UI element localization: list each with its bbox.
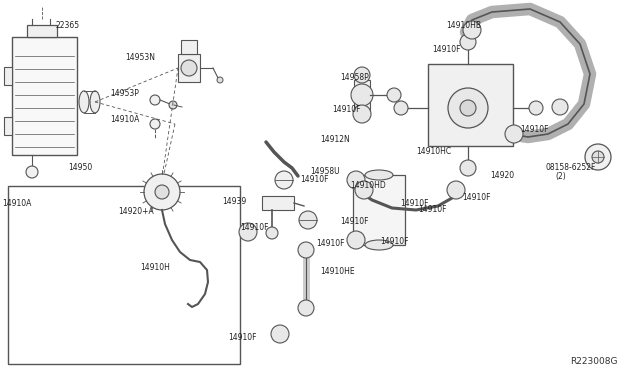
Circle shape bbox=[354, 67, 370, 83]
Circle shape bbox=[181, 60, 197, 76]
Text: 14910H: 14910H bbox=[140, 263, 170, 272]
Circle shape bbox=[529, 101, 543, 115]
Circle shape bbox=[217, 77, 223, 83]
Text: 14910F: 14910F bbox=[340, 218, 369, 227]
Circle shape bbox=[592, 151, 604, 163]
Bar bbox=[353, 175, 405, 245]
Text: 14910HB: 14910HB bbox=[446, 20, 481, 29]
Text: 14910F: 14910F bbox=[332, 106, 360, 115]
Circle shape bbox=[150, 119, 160, 129]
Text: 14910F: 14910F bbox=[316, 240, 344, 248]
Circle shape bbox=[150, 95, 160, 105]
Circle shape bbox=[460, 100, 476, 116]
Text: 14910A: 14910A bbox=[2, 199, 31, 208]
Circle shape bbox=[448, 88, 488, 128]
Circle shape bbox=[552, 99, 568, 115]
Text: 14910F: 14910F bbox=[462, 192, 490, 202]
Circle shape bbox=[144, 174, 180, 210]
Text: 14910F: 14910F bbox=[300, 174, 328, 183]
Text: 22365: 22365 bbox=[55, 20, 79, 29]
Text: 14910F: 14910F bbox=[400, 199, 429, 208]
Text: 14920+A: 14920+A bbox=[118, 208, 154, 217]
Text: 14939: 14939 bbox=[222, 198, 246, 206]
Circle shape bbox=[460, 34, 476, 50]
Bar bbox=[262, 196, 294, 210]
Circle shape bbox=[585, 144, 611, 170]
Text: 14950: 14950 bbox=[68, 163, 92, 171]
Text: 14953N: 14953N bbox=[125, 52, 155, 61]
Circle shape bbox=[353, 105, 371, 123]
Text: 14953P: 14953P bbox=[110, 90, 139, 99]
Bar bbox=[178, 54, 200, 82]
Circle shape bbox=[239, 223, 257, 241]
Circle shape bbox=[298, 242, 314, 258]
Circle shape bbox=[299, 211, 317, 229]
Circle shape bbox=[394, 101, 408, 115]
Circle shape bbox=[460, 160, 476, 176]
Text: 14958U: 14958U bbox=[310, 167, 340, 176]
Text: 14920: 14920 bbox=[490, 170, 514, 180]
Bar bbox=[354, 80, 370, 110]
Text: 14910HE: 14910HE bbox=[320, 267, 355, 276]
Text: R223008G: R223008G bbox=[570, 357, 618, 366]
Circle shape bbox=[275, 171, 293, 189]
Circle shape bbox=[266, 227, 278, 239]
Text: 14910HC: 14910HC bbox=[416, 148, 451, 157]
Circle shape bbox=[347, 231, 365, 249]
Text: 08158-6252F: 08158-6252F bbox=[545, 163, 595, 171]
Bar bbox=[4, 67, 12, 85]
Circle shape bbox=[351, 84, 373, 106]
Circle shape bbox=[26, 166, 38, 178]
Circle shape bbox=[463, 21, 481, 39]
Bar bbox=[12, 37, 77, 155]
Circle shape bbox=[505, 125, 523, 143]
Ellipse shape bbox=[365, 240, 393, 250]
Circle shape bbox=[169, 101, 177, 109]
Circle shape bbox=[271, 325, 289, 343]
Text: 14910F: 14910F bbox=[418, 205, 447, 215]
Text: 14910F: 14910F bbox=[432, 45, 461, 55]
Bar bbox=[4, 117, 12, 135]
Text: (2): (2) bbox=[555, 173, 566, 182]
Circle shape bbox=[347, 171, 365, 189]
Circle shape bbox=[155, 185, 169, 199]
Ellipse shape bbox=[90, 91, 100, 113]
Bar bbox=[428, 64, 513, 146]
Bar bbox=[181, 40, 197, 54]
Ellipse shape bbox=[365, 170, 393, 180]
Circle shape bbox=[447, 181, 465, 199]
Text: 14912N: 14912N bbox=[320, 135, 349, 144]
Text: 14910F: 14910F bbox=[520, 125, 548, 135]
Text: 14910HD: 14910HD bbox=[350, 180, 386, 189]
Text: 14910F: 14910F bbox=[380, 237, 408, 247]
Text: 14910A: 14910A bbox=[110, 115, 140, 125]
Circle shape bbox=[298, 300, 314, 316]
Bar bbox=[8, 186, 240, 364]
Circle shape bbox=[387, 88, 401, 102]
Ellipse shape bbox=[79, 91, 89, 113]
Text: 14910F: 14910F bbox=[228, 333, 257, 341]
Text: 14910F: 14910F bbox=[240, 222, 269, 231]
Bar bbox=[27, 25, 57, 37]
Circle shape bbox=[355, 181, 373, 199]
Text: 14958P: 14958P bbox=[340, 73, 369, 81]
